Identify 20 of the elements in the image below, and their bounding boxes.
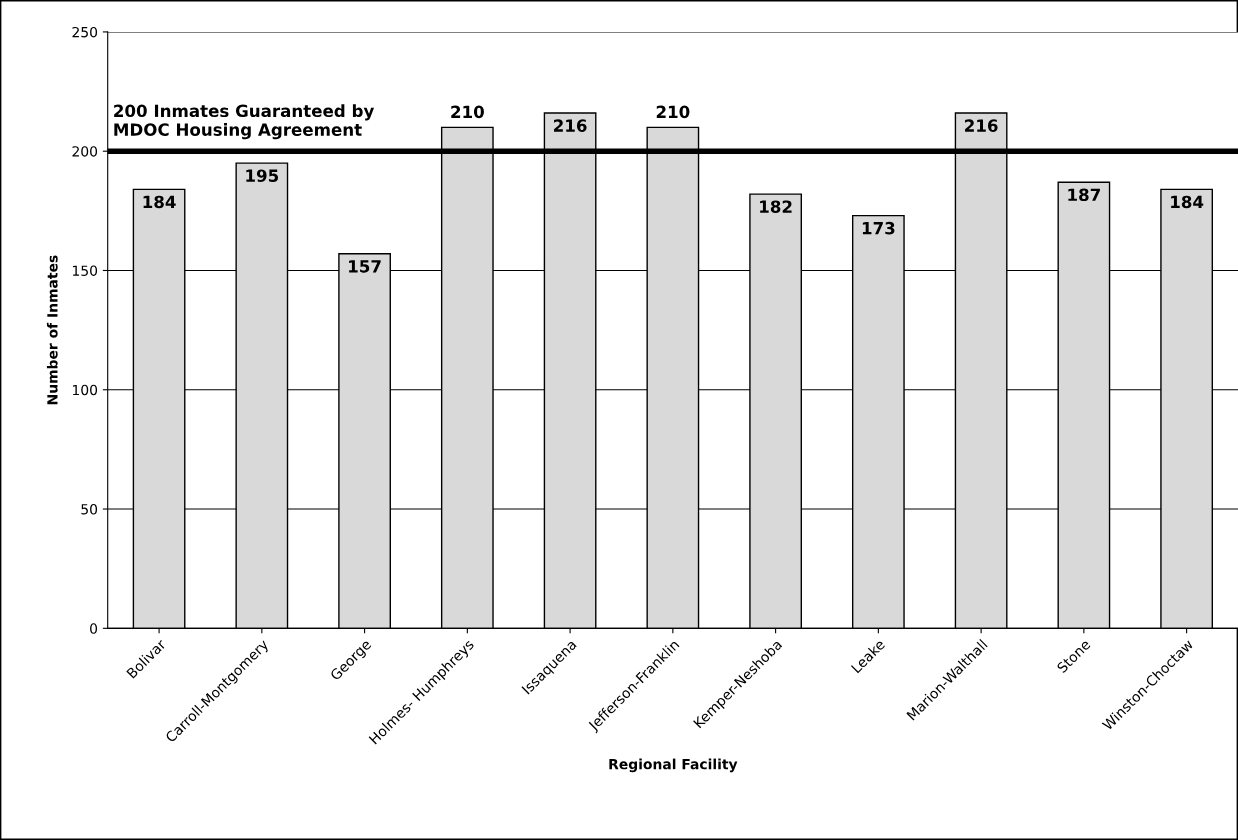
data-label: 184 bbox=[1171, 195, 1204, 209]
y-tick-label: 100 bbox=[73, 384, 98, 396]
data-label: 157 bbox=[349, 260, 381, 273]
x-axis-title: Regional Facility bbox=[609, 758, 738, 773]
ref-line-label: 200 Inmates Guaranteed by MDOC Housing Agreement bbox=[114, 104, 375, 140]
data-label: 182 bbox=[760, 200, 792, 214]
data-label: 187 bbox=[1068, 188, 1100, 202]
data-label: 210 bbox=[451, 105, 484, 119]
data-label: 210 bbox=[656, 105, 690, 119]
data-label: 216 bbox=[965, 119, 998, 132]
data-label: 184 bbox=[143, 195, 176, 209]
data-label: 173 bbox=[862, 221, 895, 235]
y-tick-label: 250 bbox=[72, 26, 98, 38]
y-tick-label: 0 bbox=[90, 623, 98, 634]
data-label: 195 bbox=[246, 169, 279, 182]
data-label: 216 bbox=[554, 119, 587, 132]
y-tick-label: 200 bbox=[72, 146, 98, 157]
y-tick-label: 50 bbox=[81, 504, 98, 515]
y-axis-title: Number of Inmates bbox=[46, 255, 58, 405]
y-tick-label: 150 bbox=[73, 265, 98, 276]
